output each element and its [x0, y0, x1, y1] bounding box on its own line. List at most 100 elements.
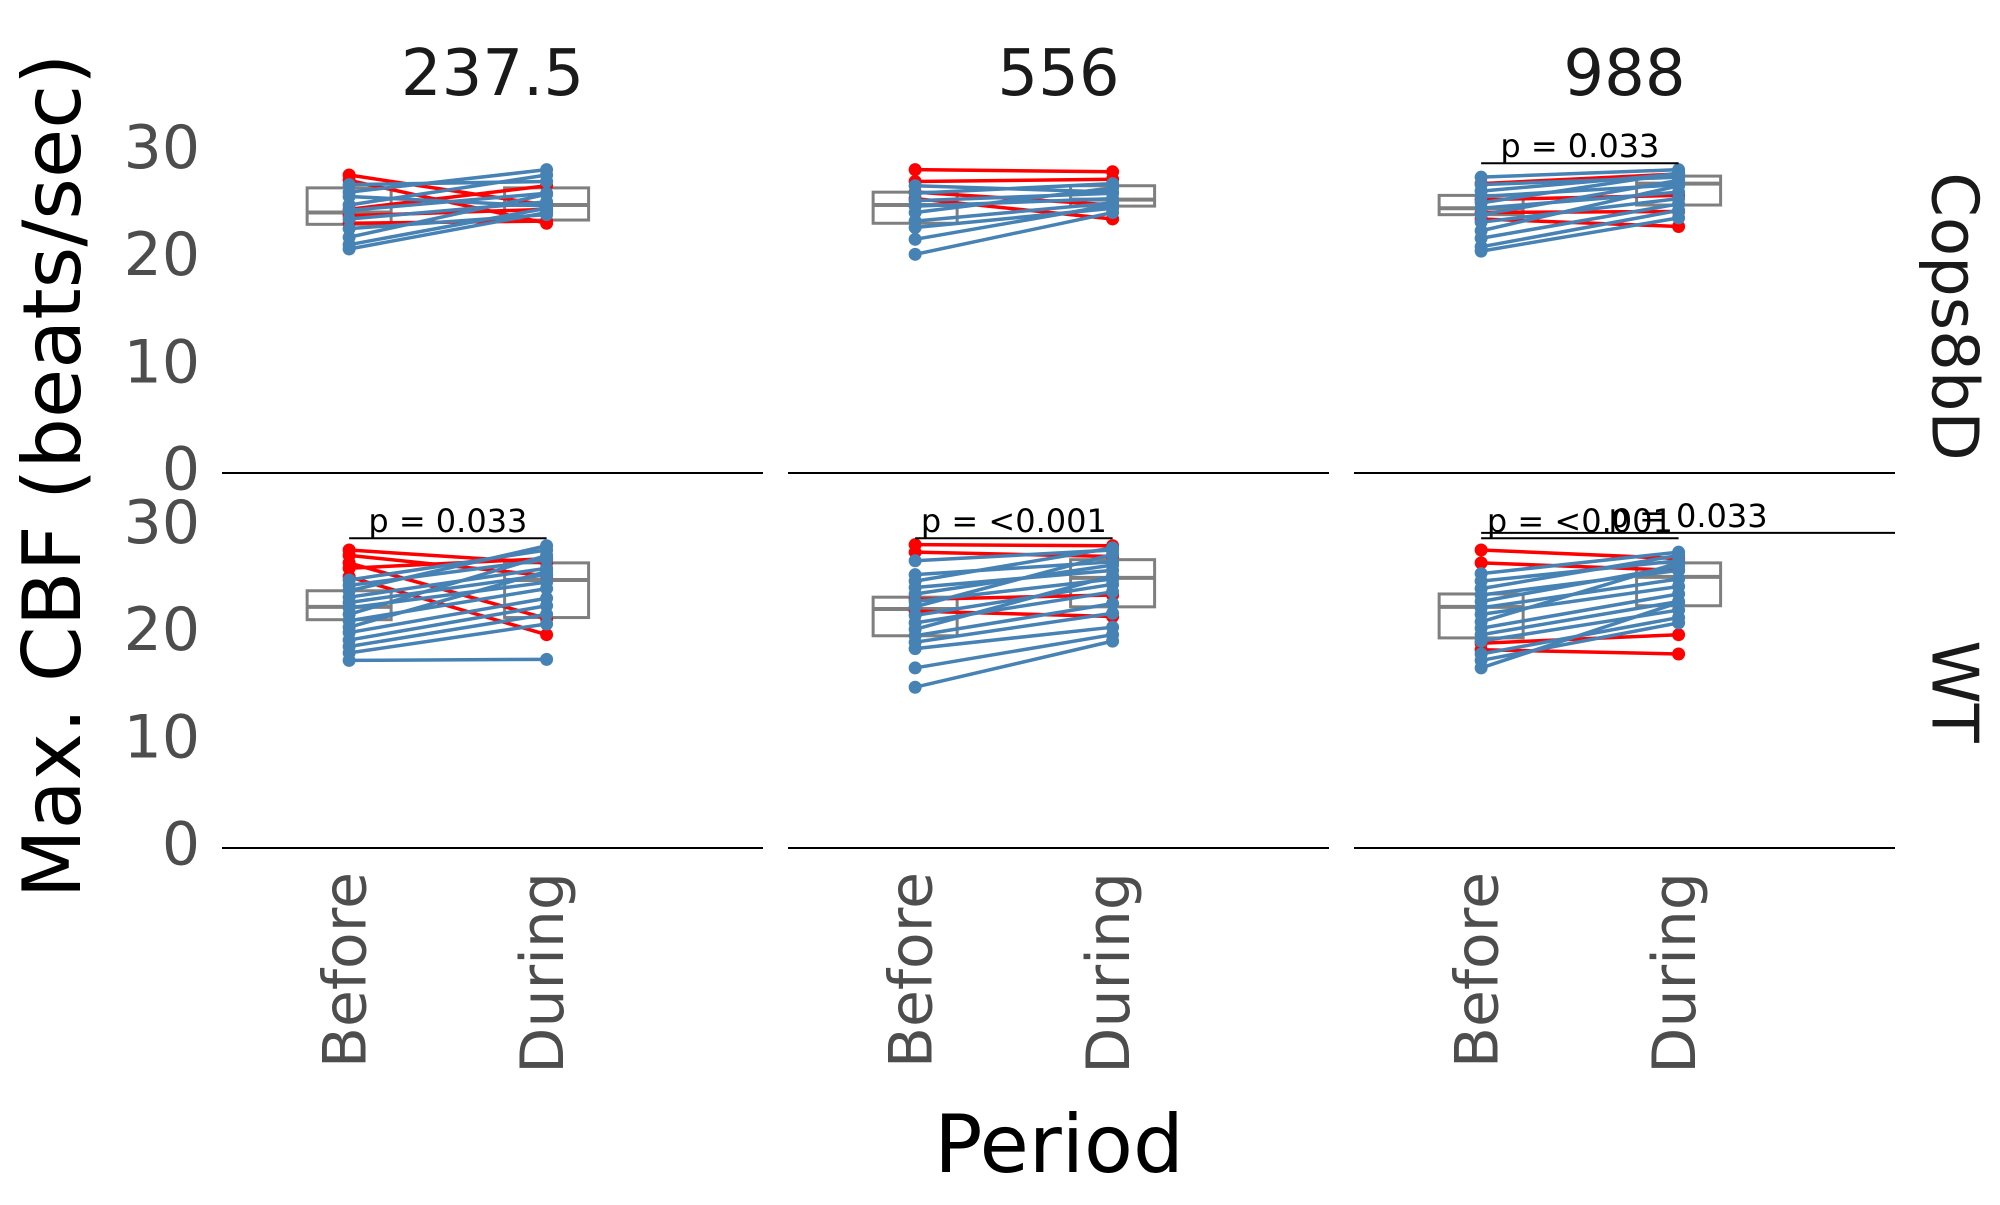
point-before: [908, 163, 922, 177]
facet-column-label: 988: [1563, 37, 1685, 111]
point-during: [1106, 597, 1120, 611]
paired-line: [348, 173, 547, 207]
point-during: [1672, 616, 1686, 630]
paired-line: [1480, 550, 1679, 576]
point-during: [540, 548, 554, 562]
x-axis-title: Period: [934, 1098, 1183, 1191]
paired-line: [1480, 202, 1679, 240]
paired-line: [348, 569, 548, 629]
paired-line: [914, 639, 1113, 689]
point-before: [1474, 543, 1488, 557]
y-tick-label: 20: [124, 595, 200, 665]
paired-line: [1480, 171, 1679, 205]
point-during: [1106, 206, 1120, 220]
point-before: [1474, 661, 1488, 675]
paired-line: [348, 566, 547, 599]
paired-line: [914, 590, 1113, 625]
paired-line: [348, 191, 547, 213]
p-value-label: p = 0.033: [368, 502, 527, 540]
paired-line: [348, 622, 547, 655]
p-value-label: p = <0.001: [921, 502, 1107, 540]
paired-line: [1480, 599, 1679, 637]
point-during: [1106, 558, 1120, 572]
p-value-label: p = <0.001: [1487, 502, 1673, 540]
facet-row-label: WT: [1916, 640, 1990, 743]
p-value-label: p = 0.033: [1609, 497, 1768, 535]
point-before: [908, 232, 922, 246]
point-during: [1106, 547, 1120, 561]
x-tick-label: During: [1074, 872, 1144, 1074]
paired-line: [1481, 167, 1679, 179]
y-tick-label: 20: [124, 220, 200, 290]
facet-row-label: Cops8bD: [1916, 172, 1990, 460]
paired-line: [1480, 600, 1680, 670]
y-tick-label: 10: [124, 327, 200, 397]
paired-line: [348, 612, 547, 649]
paired-line: [348, 561, 548, 621]
point-during: [540, 187, 554, 201]
paired-line: [348, 586, 547, 623]
paired-line: [348, 192, 547, 239]
point-before: [1474, 244, 1488, 258]
paired-line: [348, 200, 547, 221]
paired-line: [915, 177, 1113, 184]
paired-line: [914, 552, 1114, 609]
point-during: [540, 628, 554, 642]
paired-line: [348, 210, 547, 251]
point-before: [908, 642, 922, 656]
y-axis-title: Max. CBF (beats/sec): [6, 54, 99, 899]
point-before: [908, 221, 922, 235]
paired-line: [914, 203, 1113, 242]
y-tick-label: 30: [124, 113, 200, 183]
paired-line: [915, 181, 1113, 195]
paired-line: [1481, 561, 1679, 573]
x-tick-label: Before: [1443, 872, 1513, 1068]
point-during: [1106, 569, 1120, 583]
point-during: [1106, 606, 1120, 620]
paired-line: [349, 179, 547, 187]
paired-line: [348, 183, 547, 212]
paired-line: [1480, 216, 1679, 253]
point-during: [1672, 596, 1686, 610]
point-before: [908, 661, 922, 675]
paired-line: [348, 206, 547, 247]
point-during: [540, 206, 554, 220]
point-before: [342, 212, 356, 226]
x-tick-label: During: [1640, 872, 1710, 1074]
point-before: [342, 653, 356, 667]
point-during: [1672, 647, 1686, 661]
point-during: [540, 617, 554, 631]
paired-line: [348, 596, 547, 635]
point-before: [1474, 634, 1488, 648]
point-during: [540, 564, 554, 578]
facet-column-label: 556: [997, 37, 1119, 111]
y-tick-label: 30: [124, 488, 200, 558]
paired-line: [1480, 592, 1679, 630]
facet-column-label: 237.5: [401, 37, 584, 111]
paired-line: [348, 604, 547, 642]
paired-line: [348, 553, 548, 617]
paired-line: [1480, 208, 1679, 249]
paired-line: [1480, 196, 1679, 224]
x-tick-label: During: [508, 872, 578, 1074]
point-during: [540, 582, 554, 596]
paired-line: [915, 191, 1113, 203]
paired-line: [915, 167, 1113, 174]
point-during: [1672, 556, 1686, 570]
x-tick-label: Before: [877, 872, 947, 1068]
paired-line: [915, 196, 1113, 208]
paired-line: [1481, 632, 1679, 646]
point-during: [1106, 181, 1120, 195]
point-during: [1672, 628, 1686, 642]
point-during: [1672, 211, 1686, 225]
paired-line: [1480, 184, 1679, 233]
paired-line: [349, 657, 547, 663]
paired-line: [914, 582, 1113, 618]
paired-line: [914, 196, 1113, 221]
paired-line: [914, 611, 1113, 644]
paired-line: [348, 167, 547, 194]
x-tick-label: Before: [311, 872, 381, 1068]
paired-line: [914, 186, 1113, 215]
